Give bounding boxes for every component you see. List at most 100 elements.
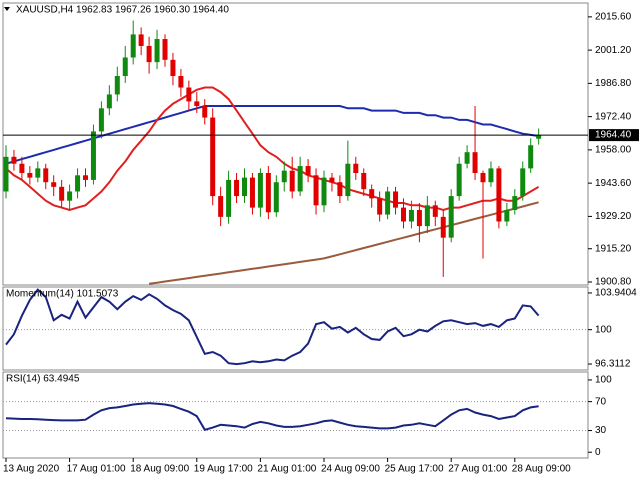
candle-body <box>83 175 88 180</box>
candle-body <box>528 145 534 169</box>
candle-body <box>43 168 49 183</box>
x-tick-label: 13 Aug 2020 <box>3 464 60 475</box>
candle-body <box>448 196 454 238</box>
candle-body <box>424 205 430 227</box>
y-tick-label: 96.3112 <box>595 359 631 370</box>
x-tick-label: 21 Aug 01:00 <box>257 464 316 475</box>
candle-body <box>480 172 486 183</box>
y-tick-label: 2015.60 <box>595 11 632 22</box>
panel-title: RSI(14) 63.4945 <box>6 374 80 385</box>
candle-body <box>186 87 192 102</box>
indicator-line <box>5 402 539 431</box>
candle-body <box>218 196 224 217</box>
candle-body <box>67 191 73 201</box>
candle-body <box>385 191 391 215</box>
y-tick-label: 1900.80 <box>595 277 632 288</box>
candle-body <box>27 172 33 178</box>
candle-body <box>297 166 303 192</box>
candle-body <box>122 57 128 76</box>
y-tick-label: 30 <box>595 425 607 436</box>
candle-body <box>265 172 271 213</box>
candle-body <box>353 163 359 173</box>
candle-body <box>154 39 160 63</box>
candle-body <box>472 152 478 173</box>
candle-body <box>178 75 184 88</box>
panel-frame <box>2 371 589 459</box>
candle-body <box>90 131 96 180</box>
candle-body <box>512 196 518 210</box>
candle-body <box>138 34 144 46</box>
candle-body <box>130 34 136 58</box>
candle-body <box>496 168 502 222</box>
panel-title: Momentum(14) 101.5073 <box>6 289 119 300</box>
y-tick-label: 1915.20 <box>595 243 632 254</box>
candle-body <box>361 172 367 190</box>
y-tick-label: 70 <box>595 396 607 407</box>
candle-body <box>146 45 152 63</box>
candle-body <box>19 163 25 173</box>
candle-body <box>520 168 526 197</box>
x-tick-label: 28 Aug 09:00 <box>512 464 571 475</box>
candle-body <box>345 163 351 197</box>
x-tick-label: 19 Aug 17:00 <box>194 464 253 475</box>
candle-body <box>456 163 462 197</box>
y-tick-label: 100 <box>595 324 612 335</box>
last-price-box <box>589 129 639 142</box>
y-tick-label: 100 <box>595 375 612 386</box>
candle-body <box>226 179 232 217</box>
candle-body <box>504 209 510 222</box>
candle-body <box>289 170 295 192</box>
candle-body <box>305 166 311 176</box>
candle-body <box>369 189 375 199</box>
candle-body <box>106 94 112 109</box>
panel-title: XAUUSD,H4 1962.83 1967.26 1960.30 1964.4… <box>16 5 229 16</box>
candle-body <box>35 168 41 178</box>
candle-body <box>242 177 247 197</box>
candle-body <box>401 207 406 222</box>
candle-body <box>329 177 335 183</box>
panel-frame <box>2 2 589 286</box>
candle-body <box>536 135 542 139</box>
candle-body <box>114 75 120 95</box>
indicator-line <box>148 201 539 285</box>
candle-body <box>393 191 399 208</box>
candle-body <box>170 59 176 76</box>
y-tick-label: 103.9404 <box>595 288 637 299</box>
candle-body <box>337 182 343 197</box>
candle-body <box>194 101 200 107</box>
y-tick-label: 1986.80 <box>595 78 632 89</box>
candle-body <box>59 186 65 201</box>
candle-body <box>377 198 383 215</box>
candle-body <box>273 182 279 213</box>
last-price-label: 1964.40 <box>595 130 632 141</box>
x-tick-label: 24 Aug 09:00 <box>321 464 380 475</box>
candle-body <box>210 117 216 197</box>
candle-body <box>464 152 470 164</box>
candle-body <box>321 177 327 206</box>
candle-body <box>257 172 263 208</box>
candle-body <box>281 170 287 183</box>
y-tick-label: 1958.00 <box>595 145 632 156</box>
candle-body <box>98 108 104 132</box>
candle-body <box>432 205 438 217</box>
candle-body <box>416 209 422 227</box>
candle-body <box>51 182 57 187</box>
candle-body <box>75 175 81 192</box>
x-tick-label: 27 Aug 01:00 <box>448 464 507 475</box>
candle-body <box>234 179 240 197</box>
y-tick-label: 2001.20 <box>595 45 632 56</box>
candle-body <box>313 175 319 206</box>
candle-body <box>408 209 414 222</box>
y-tick-label: 1929.20 <box>595 211 632 222</box>
y-tick-label: 1943.60 <box>595 178 632 189</box>
candle-body <box>162 39 168 60</box>
indicator-line <box>5 288 540 366</box>
candle-body <box>440 216 446 238</box>
y-tick-label: 1972.40 <box>595 111 632 122</box>
candle-body <box>11 156 17 164</box>
menu-arrow <box>4 7 10 11</box>
x-tick-label: 25 Aug 17:00 <box>385 464 444 475</box>
y-tick-label: 0 <box>595 447 601 458</box>
candle-body <box>249 177 255 208</box>
